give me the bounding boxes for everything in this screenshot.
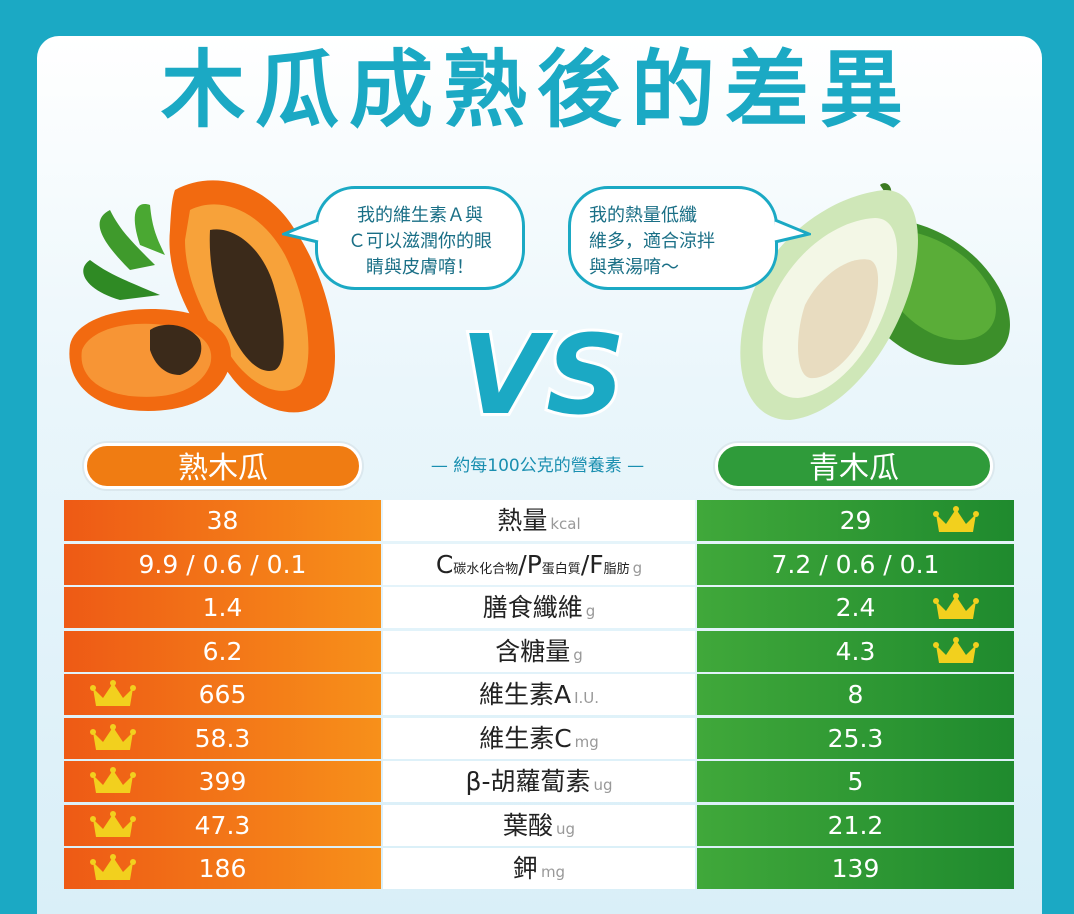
ripe-value: 58.3 [64,717,381,759]
ripe-papaya-image [69,180,335,413]
ripe-papaya-header: 熟木瓜 [84,443,362,489]
nutrient-name: C碳水化合物/P蛋白質/F脂肪 g [383,543,695,585]
ripe-value: 1.4 [64,587,381,628]
nutrient-unit: kcal [550,515,581,533]
vs-label: VS [461,311,625,435]
crown-icon [933,593,979,619]
green-speech-bubble: 我的熱量低纖 維多，適合涼拌 與煮湯唷～ [568,186,778,290]
green-value: 139 [697,848,1014,889]
bubble-line: Ｃ可以滋潤你的眼 [348,231,492,252]
nutrient-label: 維生素C [479,723,572,753]
crown-icon [933,636,979,663]
bubble-line: 與煮湯唷～ [589,257,679,278]
leaf-icon [83,204,165,300]
bubble-line: 我的維生素Ａ與 [357,205,483,226]
crown-icon [90,810,136,837]
green-value: 21.2 [697,804,1014,846]
nutrient-unit: mg [574,732,599,751]
nutrient-name: 葉酸 ug [383,804,695,846]
ripe-value: 9.9 / 0.6 / 0.1 [64,543,381,585]
green-value: 25.3 [697,717,1014,759]
green-value: 2.4 [697,587,1014,628]
nutrient-name: 維生素C mg [383,717,695,759]
nutrient-label: β-胡蘿蔔素 [465,767,591,796]
ripe-value: 186 [64,848,381,889]
nutrient-unit: mg [540,863,566,881]
nutrient-label: 鉀 [512,854,538,883]
nutrient-name: 維生素A I.U. [383,674,695,715]
table-row: 9.9 / 0.6 / 0.1 C碳水化合物/P蛋白質/F脂肪 g 7.2 / 0.6… [64,543,1014,585]
per-100g-subtitle: — 約每100公克的營養素 — [430,456,645,476]
nutrient-unit: ug [593,776,613,794]
bubble-line: 維多，適合涼拌 [589,231,715,252]
green-papaya-header: 青木瓜 [715,443,993,489]
nutrient-unit: g [585,602,596,620]
ripe-value: 6.2 [64,630,381,672]
ripe-value: 38 [64,500,381,541]
ripe-speech-bubble: 我的維生素Ａ與 Ｃ可以滋潤你的眼 睛與皮膚唷！ [315,186,525,290]
page-title: 木瓜成熟後的差異 [160,41,913,139]
ripe-value: 665 [64,674,381,715]
crown-icon [933,506,979,532]
table-row: 47.3 葉酸 ug 21.2 [64,804,1014,846]
bubble-line: 我的熱量低纖 [589,205,697,226]
table-row: 1.4 膳食纖維 g 2.4 [64,587,1014,628]
table-row: 6.2 含糖量 g 4.3 [64,630,1014,672]
nutrient-name-part: 脂肪 [603,561,630,577]
table-row: 186 鉀 mg 139 [64,848,1014,889]
nutrient-unit: g [573,645,583,664]
nutrient-name: 含糖量 g [383,630,695,672]
table-row: 665 維生素A I.U. 8 [64,674,1014,715]
nutrient-name: β-胡蘿蔔素 ug [383,761,695,802]
ripe-value: 399 [64,761,381,802]
nutrient-label: 熱量 [497,506,548,535]
table-row: 399 β-胡蘿蔔素 ug 5 [64,761,1014,802]
green-value: 4.3 [697,630,1014,672]
table-row: 38 熱量 kcal 29 [64,500,1014,541]
bubble-tail-left [282,218,319,244]
green-value: 29 [697,500,1014,541]
nutrient-name: 熱量 kcal [383,500,695,541]
ripe-value: 47.3 [64,804,381,846]
nutrient-label: 含糖量 [495,636,571,666]
nutrient-unit: I.U. [574,689,600,707]
green-value: 8 [697,674,1014,715]
green-papaya-image [740,183,1010,420]
nutrient-name: 膳食纖維 g [383,587,695,628]
bubble-tail-right [774,218,811,244]
nutrient-name-part: /F [580,549,604,579]
nutrient-label: 維生素A [478,680,572,709]
bubble-line: 睛與皮膚唷！ [366,257,474,278]
nutrient-name-part: C [435,549,454,579]
nutrient-label: 葉酸 [502,810,553,840]
nutrient-name-part: 碳水化合物 [453,561,519,577]
nutrient-name-part: 蛋白質 [541,561,581,577]
crown-icon [90,854,136,880]
nutrient-unit: g [632,558,643,577]
nutrient-unit: ug [555,819,576,838]
nutrient-label: 膳食纖維 [482,593,583,622]
nutrient-name: 鉀 mg [383,848,695,889]
crown-icon [90,680,136,706]
green-value: 7.2 / 0.6 / 0.1 [697,543,1014,585]
nutrient-name-part: /P [518,549,542,579]
vs-emblem: VS [458,308,628,435]
green-value: 5 [697,761,1014,802]
table-row: 58.3 維生素C mg 25.3 [64,717,1014,759]
crown-icon [90,767,136,793]
crown-icon [90,723,136,750]
